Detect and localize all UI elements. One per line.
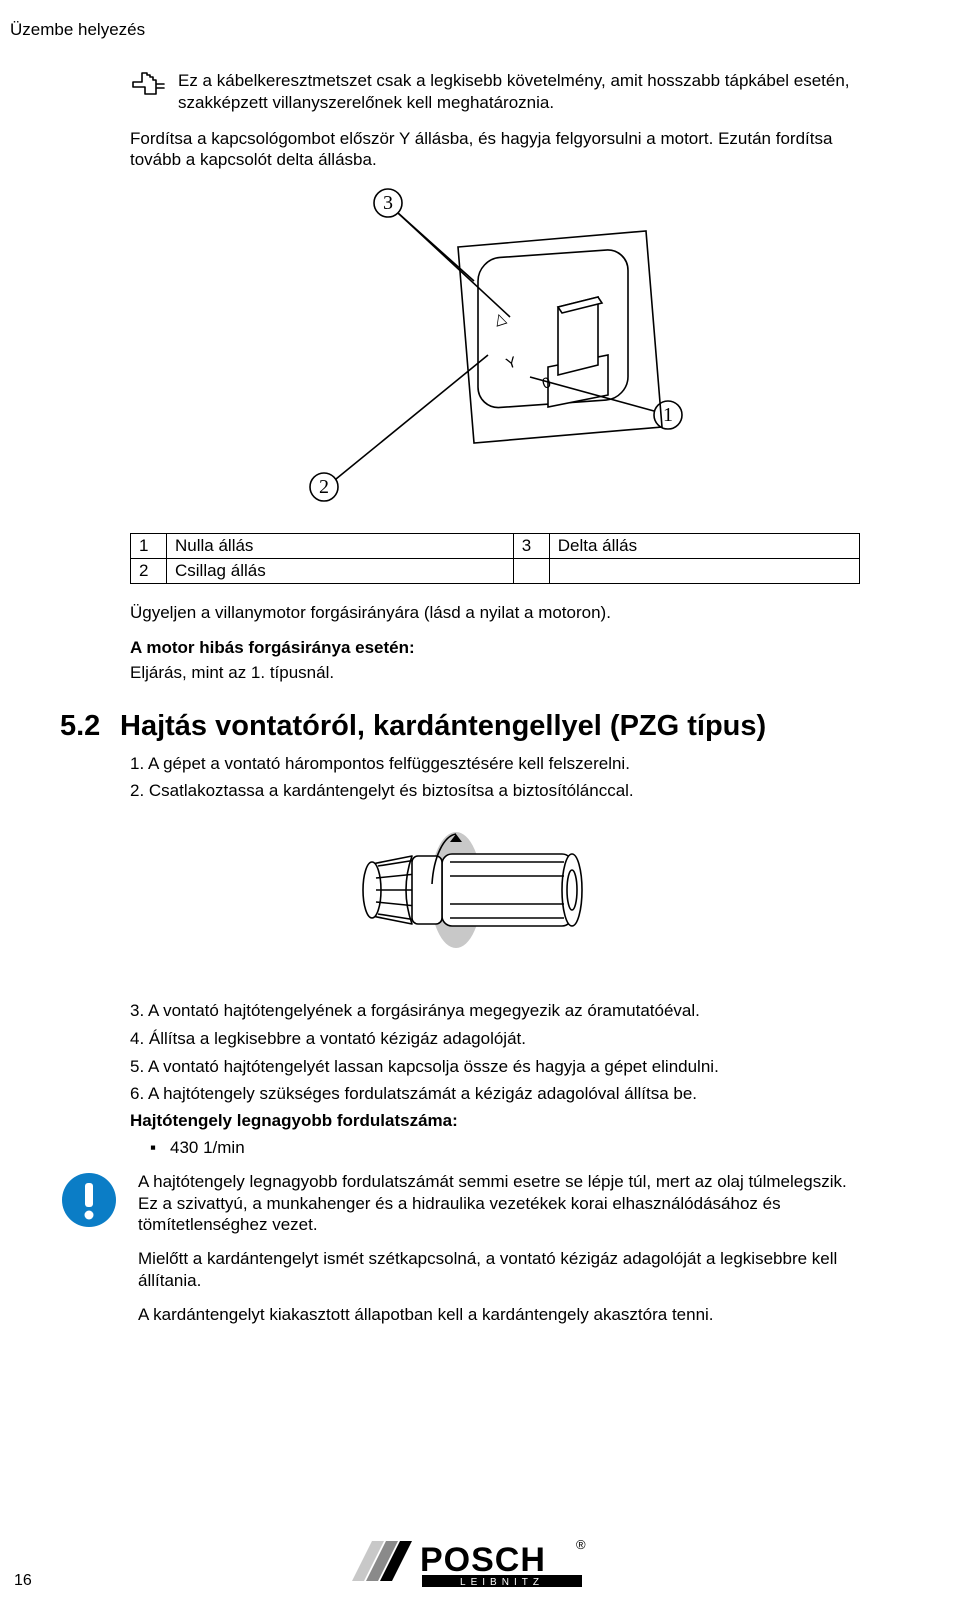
rotary-switch-figure: 3 △ Y 0: [270, 185, 690, 515]
list-item: 5. A vontató hajtótengelyét lassan kapcs…: [130, 1056, 860, 1078]
warning-icon: [60, 1171, 118, 1234]
page-number: 16: [14, 1572, 32, 1590]
brand-subtitle: LEIBNITZ: [460, 1577, 544, 1588]
legend-num: 1: [131, 534, 167, 559]
motor-wrong-heading: A motor hibás forgásiránya esetén:: [130, 638, 870, 658]
legend-num: [513, 559, 549, 584]
list-item: 430 1/min: [150, 1137, 870, 1159]
legend-label: Csillag állás: [167, 559, 514, 584]
list-item: 1. A gépet a vontató hárompontos felfügg…: [130, 753, 860, 775]
steps-bottom: 3. A vontató hajtótengelyének a forgásir…: [130, 1000, 860, 1105]
legend-label: [549, 559, 859, 584]
list-item: 6. A hajtótengely szükséges fordulatszám…: [130, 1083, 860, 1105]
section-number: 5.2: [60, 710, 120, 743]
section-heading: 5.2Hajtás vontatóról, kardántengellyel (…: [60, 710, 870, 743]
warning-text: A hajtótengely legnagyobb fordulatszámát…: [138, 1171, 860, 1338]
callout-1: 1: [663, 404, 673, 426]
legend-table: 1 Nulla állás 3 Delta állás 2 Csillag ál…: [130, 533, 860, 584]
legend-label: Nulla állás: [167, 534, 514, 559]
list-item: 2. Csatlakoztassa a kardántengelyt és bi…: [130, 780, 860, 802]
intro-paragraph: Fordítsa a kapcsológombot először Y állá…: [130, 128, 860, 172]
steps-top: 1. A gépet a vontató hárompontos felfügg…: [130, 753, 860, 803]
warning-p1: A hajtótengely legnagyobb fordulatszámát…: [138, 1171, 860, 1236]
callout-2: 2: [319, 476, 329, 498]
section-title: Hajtás vontatóról, kardántengellyel (PZG…: [120, 710, 766, 742]
warning-p2: Mielőtt a kardántengelyt ismét szétkapcs…: [138, 1248, 860, 1292]
brand-reg: ®: [576, 1537, 586, 1552]
table-row: 2 Csillag állás: [131, 559, 860, 584]
page-footer: 16 POSCH ® LEIBNITZ: [0, 1533, 960, 1594]
brand-name: POSCH: [420, 1541, 546, 1579]
rpm-heading: Hajtótengely legnagyobb fordulatszáma:: [130, 1111, 870, 1131]
warning-p3: A kardántengelyt kiakasztott állapotban …: [138, 1304, 860, 1326]
rpm-bullet-list: 430 1/min: [150, 1137, 870, 1159]
page: Üzembe helyezés Ez a kábelkeresztmetszet…: [0, 0, 960, 1614]
list-item: 4. Állítsa a legkisebbre a vontató kézig…: [130, 1028, 860, 1050]
table-row: 1 Nulla állás 3 Delta állás: [131, 534, 860, 559]
page-header: Üzembe helyezés: [10, 20, 870, 40]
tip-note: Ez a kábelkeresztmetszet csak a legkiseb…: [130, 70, 860, 114]
pto-shaft-figure: [350, 820, 610, 970]
list-item: 3. A vontató hajtótengelyének a forgásir…: [130, 1000, 860, 1022]
legend-label: Delta állás: [549, 534, 859, 559]
warning-block: A hajtótengely legnagyobb fordulatszámát…: [60, 1171, 860, 1338]
legend-num: 3: [513, 534, 549, 559]
hand-pointer-icon: [130, 70, 166, 98]
motor-direction-note: Ügyeljen a villanymotor forgásirányára (…: [130, 602, 860, 624]
brand-logo: POSCH ® LEIBNITZ: [350, 1533, 610, 1594]
callout-3: 3: [383, 192, 393, 214]
motor-procedure: Eljárás, mint az 1. típusnál.: [130, 662, 860, 684]
tip-text: Ez a kábelkeresztmetszet csak a legkiseb…: [178, 70, 860, 114]
legend-num: 2: [131, 559, 167, 584]
